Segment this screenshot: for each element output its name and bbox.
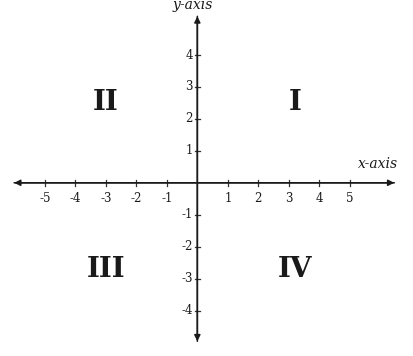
Text: 4: 4 (185, 48, 193, 62)
Text: -1: -1 (181, 208, 193, 221)
Text: -3: -3 (100, 192, 112, 205)
Text: -2: -2 (181, 240, 193, 253)
Text: 2: 2 (185, 112, 193, 125)
Text: -4: -4 (181, 304, 193, 317)
Text: 3: 3 (185, 80, 193, 94)
Text: I: I (289, 89, 301, 116)
Text: -5: -5 (39, 192, 51, 205)
Text: x-axis: x-axis (358, 157, 398, 171)
Text: -1: -1 (161, 192, 173, 205)
Text: 1: 1 (185, 144, 193, 157)
Text: -2: -2 (131, 192, 142, 205)
Text: 1: 1 (224, 192, 232, 205)
Text: -4: -4 (70, 192, 81, 205)
Text: IV: IV (278, 256, 312, 283)
Text: y-axis: y-axis (173, 0, 213, 12)
Text: 5: 5 (346, 192, 354, 205)
Text: 3: 3 (285, 192, 292, 205)
Text: II: II (93, 89, 119, 116)
Text: -3: -3 (181, 272, 193, 285)
Text: III: III (87, 256, 125, 283)
Text: 2: 2 (255, 192, 262, 205)
Text: 4: 4 (316, 192, 323, 205)
